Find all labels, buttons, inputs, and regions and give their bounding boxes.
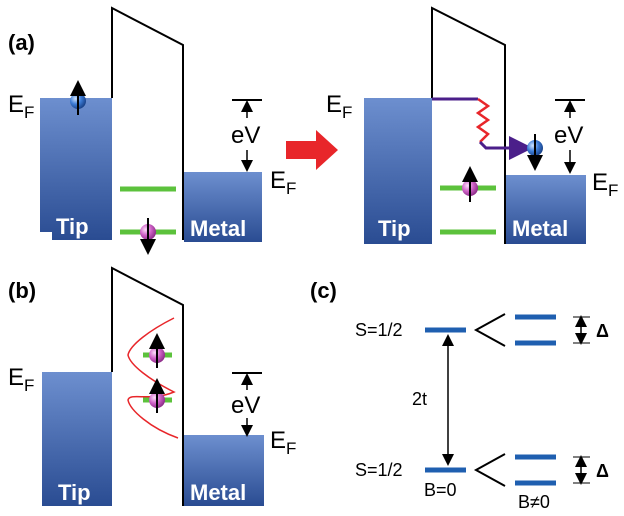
metal-label: Metal	[190, 480, 246, 505]
split-lines	[476, 454, 505, 486]
fermi-e: E	[270, 167, 286, 194]
spin-label: S=1/2	[355, 320, 403, 340]
page: Spin tunneling diagram {"panels": { "a":…	[0, 0, 624, 516]
tip-label: Tip	[56, 214, 89, 239]
fermi-sub: F	[24, 103, 34, 122]
panel-label: (a)	[8, 30, 35, 55]
bias-label: eV	[554, 122, 583, 149]
fermi-e: E	[8, 364, 24, 391]
fermi-sub: F	[342, 103, 352, 122]
tip-label: Tip	[378, 216, 411, 241]
fermi-e: E	[326, 91, 342, 118]
field-label: B=0	[424, 480, 457, 500]
diagram: (a) Tip Metal eV E F E F Tip Metal eV E …	[0, 0, 624, 516]
fermi-sub: F	[286, 439, 296, 458]
split-lines	[476, 314, 505, 346]
barrier	[112, 268, 183, 506]
fermi-e: E	[592, 169, 608, 196]
tunnel-path	[480, 142, 524, 148]
split-label: Δ	[596, 461, 609, 481]
split-label: Δ	[596, 321, 609, 341]
fermi-sub: F	[24, 376, 34, 395]
fermi-e: E	[8, 91, 24, 118]
barrier	[432, 8, 505, 244]
body: (a) Tip Metal eV E F E F Tip Metal eV E …	[0, 0, 624, 516]
coupling-label: 2t	[412, 389, 427, 409]
tip-label: Tip	[58, 480, 91, 505]
fermi-sub: F	[608, 181, 618, 200]
field-label: B≠0	[518, 492, 550, 512]
wavefunction	[128, 318, 178, 438]
panel-label: (b)	[8, 278, 36, 303]
bias-label: eV	[231, 392, 260, 419]
spin-label: S=1/2	[355, 460, 403, 480]
tip-notch	[40, 232, 52, 242]
barrier	[112, 8, 183, 240]
panel-label: (c)	[310, 278, 337, 303]
tunnel-path	[478, 99, 488, 142]
transition-arrow	[286, 130, 338, 170]
fermi-sub: F	[286, 179, 296, 198]
metal-label: Metal	[190, 216, 246, 241]
bias-label: eV	[231, 122, 260, 149]
metal-label: Metal	[512, 216, 568, 241]
fermi-e: E	[270, 427, 286, 454]
